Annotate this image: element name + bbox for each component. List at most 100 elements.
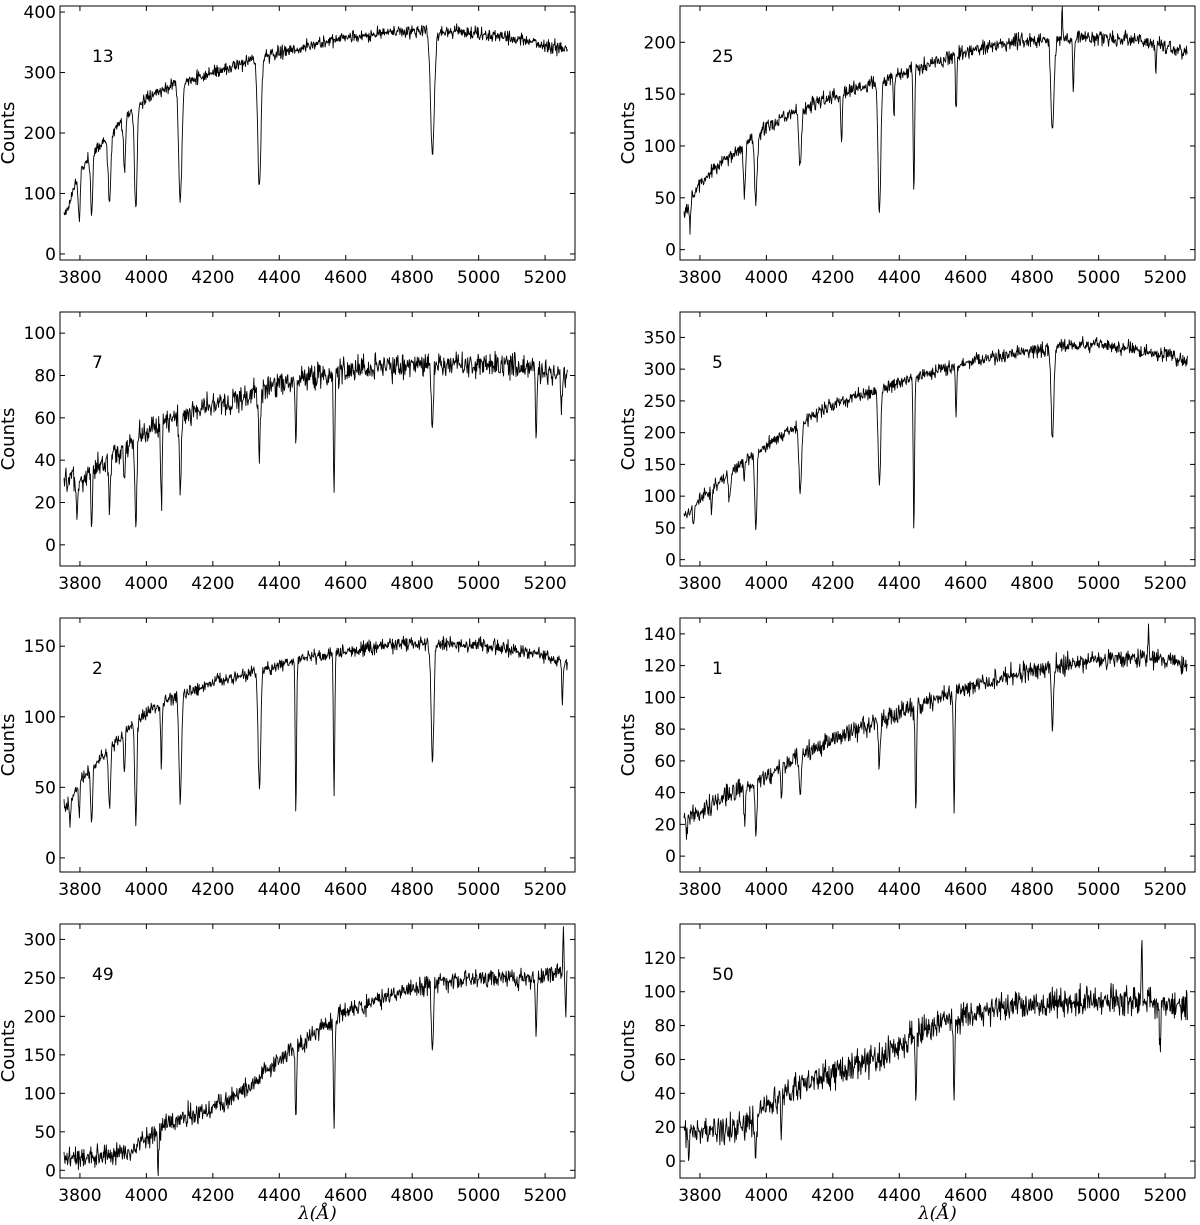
y-tick-label: 150 <box>24 637 56 657</box>
y-tick-label: 0 <box>665 241 676 261</box>
y-tick-label: 40 <box>654 784 676 804</box>
axes-frame <box>679 5 1196 261</box>
y-tick-label: 60 <box>34 409 56 429</box>
x-tick-label: 3800 <box>678 574 721 594</box>
spectrum-line <box>683 336 1188 531</box>
axes-frame <box>59 617 576 873</box>
x-tick-label: 4400 <box>258 1186 301 1206</box>
x-tick-label: 5200 <box>1143 268 1186 288</box>
y-tick-label: 80 <box>654 1017 676 1037</box>
panel-label: 25 <box>712 47 734 67</box>
x-tick-label: 4400 <box>878 268 921 288</box>
y-tick-label: 200 <box>24 1007 56 1027</box>
y-tick-label: 0 <box>45 849 56 869</box>
x-tick-label: 3800 <box>678 1186 721 1206</box>
spectrum-line <box>63 635 568 828</box>
x-tick-label: 4200 <box>811 574 854 594</box>
y-tick-label: 300 <box>24 930 56 950</box>
axes-frame <box>59 311 576 567</box>
y-tick-label: 120 <box>644 657 676 677</box>
x-tick-label: 4400 <box>878 1186 921 1206</box>
panel-label: 49 <box>92 965 114 985</box>
x-tick-label: 5000 <box>457 574 500 594</box>
x-tick-label: 5200 <box>523 268 566 288</box>
x-tick-label: 4400 <box>258 574 301 594</box>
y-axis-label: Counts <box>0 1020 19 1083</box>
x-tick-label: 4600 <box>944 268 987 288</box>
y-axis-label: Counts <box>0 408 19 471</box>
y-tick-label: 100 <box>644 983 676 1003</box>
y-axis-label: Counts <box>618 102 639 165</box>
y-tick-label: 300 <box>644 360 676 380</box>
axes-frame <box>59 5 576 261</box>
y-axis-label: Counts <box>618 714 639 777</box>
y-tick-label: 0 <box>665 847 676 867</box>
x-tick-label: 4400 <box>878 880 921 900</box>
x-tick-label: 5000 <box>457 1186 500 1206</box>
x-tick-label: 4600 <box>324 268 367 288</box>
x-tick-label: 4800 <box>391 268 434 288</box>
y-tick-label: 400 <box>24 3 56 23</box>
y-axis-label: Counts <box>618 1020 639 1083</box>
x-tick-label: 4400 <box>878 574 921 594</box>
panel-label: 7 <box>92 353 103 373</box>
panel-label: 50 <box>712 965 734 985</box>
x-tick-label: 4200 <box>191 1186 234 1206</box>
x-tick-label: 4000 <box>745 574 788 594</box>
panel-label: 2 <box>92 659 103 679</box>
y-axis-label: Counts <box>618 408 639 471</box>
x-tick-label: 5000 <box>1077 880 1120 900</box>
chart-panel: 3800 4000 4200 4400 4600 4800 5000 5200 0 100 200 3… <box>0 3 576 288</box>
chart-panel: 3800 4000 4200 4400 4600 4800 5000 520005010015… <box>618 5 1196 288</box>
x-tick-label: 5000 <box>457 880 500 900</box>
y-tick-label: 40 <box>34 451 56 471</box>
panel-label: 5 <box>712 353 723 373</box>
x-tick-label: 3800 <box>678 268 721 288</box>
y-tick-label: 250 <box>24 969 56 989</box>
chart-panel: 3800 4000 4200 4400 4600 4800 5000 520005010015… <box>0 617 576 900</box>
x-tick-label: 3800 <box>58 268 101 288</box>
y-tick-label: 300 <box>24 64 56 84</box>
x-tick-label: 4200 <box>811 880 854 900</box>
panel-label: 13 <box>92 47 114 67</box>
x-tick-label: 4800 <box>391 574 434 594</box>
x-tick-label: 5000 <box>1077 1186 1120 1206</box>
x-tick-label: 4800 <box>1011 268 1054 288</box>
y-tick-label: 100 <box>24 184 56 204</box>
y-tick-label: 350 <box>644 328 676 348</box>
x-tick-label: 4200 <box>191 268 234 288</box>
y-tick-label: 40 <box>654 1084 676 1104</box>
spectrum-line <box>683 6 1188 235</box>
x-tick-label: 4800 <box>1011 1186 1054 1206</box>
x-tick-label: 3800 <box>678 880 721 900</box>
y-tick-label: 80 <box>34 367 56 387</box>
x-tick-label: 5200 <box>1143 880 1186 900</box>
x-tick-label: 5200 <box>523 880 566 900</box>
x-tick-label: 4000 <box>125 1186 168 1206</box>
y-tick-label: 20 <box>654 1118 676 1138</box>
y-tick-label: 100 <box>644 688 676 708</box>
x-tick-label: 4000 <box>125 268 168 288</box>
y-tick-label: 60 <box>654 752 676 772</box>
x-axis-label: λ(Å) <box>297 1202 336 1224</box>
x-tick-label: 4200 <box>191 574 234 594</box>
x-tick-label: 4600 <box>944 880 987 900</box>
x-tick-label: 5000 <box>457 268 500 288</box>
y-tick-label: 200 <box>644 33 676 53</box>
axes-frame <box>59 923 576 1179</box>
y-tick-label: 60 <box>654 1050 676 1070</box>
y-tick-label: 150 <box>644 455 676 475</box>
y-tick-label: 0 <box>45 536 56 556</box>
chart-panel: 3800 4000 4200 4400 4600 4800 5000 5200 0 20 40 60 8… <box>618 923 1196 1224</box>
chart-panel: 3800 4000 4200 4400 4600 4800 5000 5200 0 20 40 60 8… <box>0 311 576 594</box>
x-tick-label: 4000 <box>125 574 168 594</box>
y-axis-label: Counts <box>0 102 19 165</box>
y-tick-label: 250 <box>644 392 676 412</box>
x-tick-label: 4400 <box>258 268 301 288</box>
y-tick-label: 100 <box>24 708 56 728</box>
chart-panel: 3800 4000 4200 4400 4600 4800 5000 5200 0 20 40 60 8… <box>618 617 1196 900</box>
spectrum-line <box>683 939 1188 1161</box>
spectrum-line <box>63 23 568 223</box>
chart-panel: 3800 4000 4200 4400 4600 4800 5000 520005010015… <box>618 311 1196 594</box>
